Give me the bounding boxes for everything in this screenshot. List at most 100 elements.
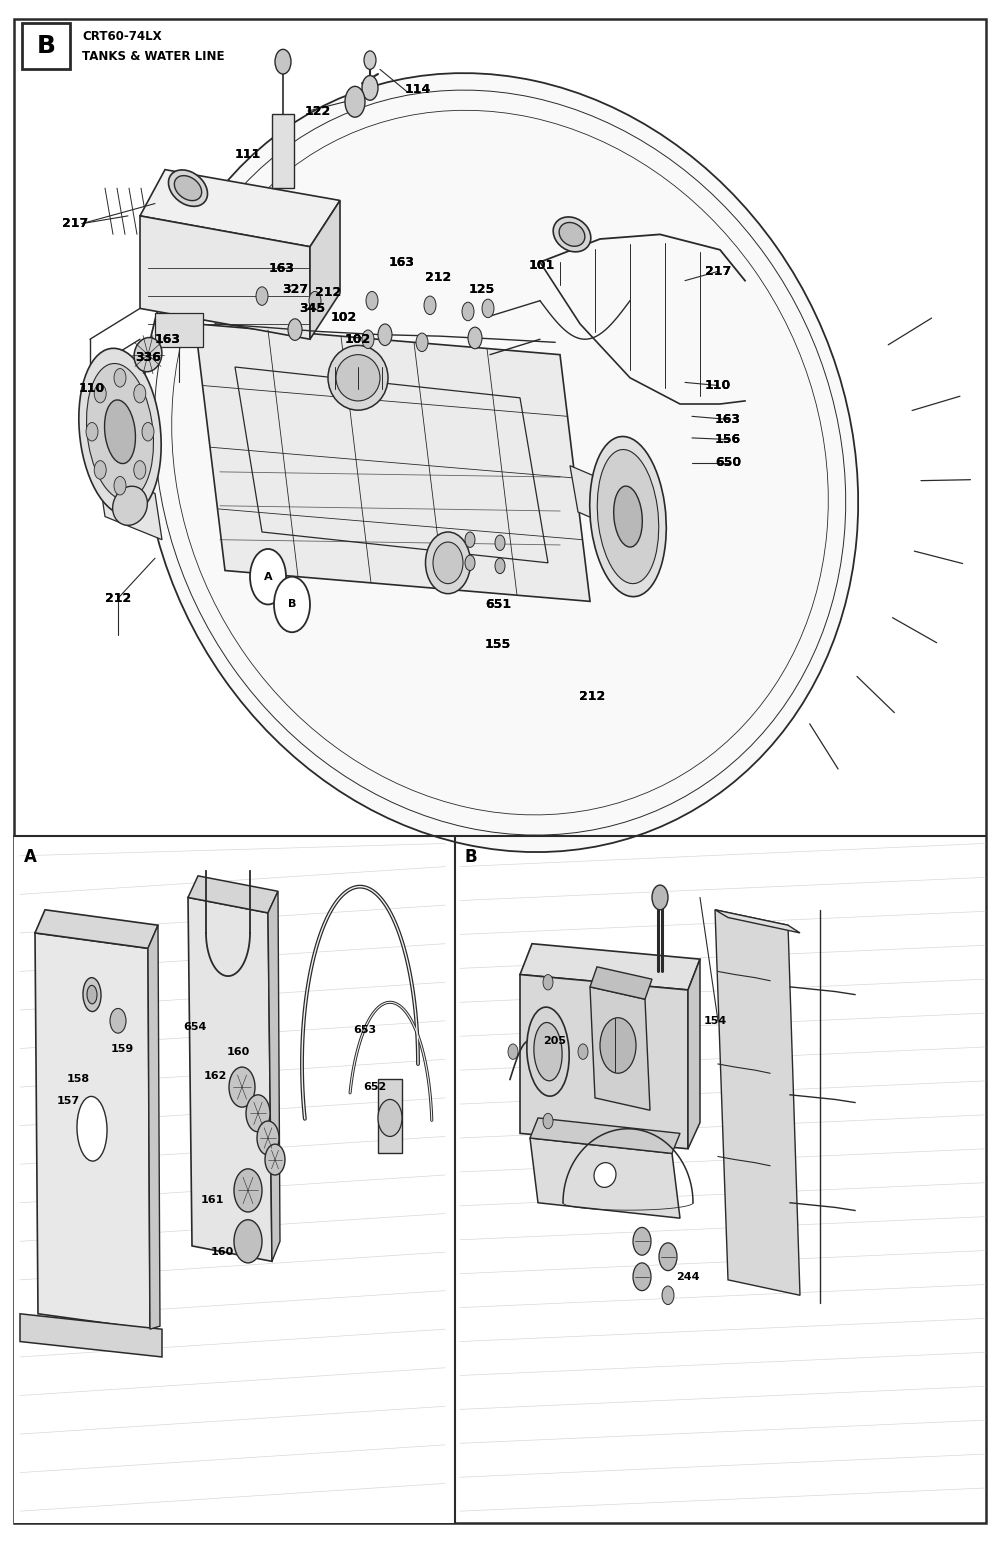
Ellipse shape: [527, 1007, 569, 1096]
Bar: [22, 23, 70, 69]
Text: 163: 163: [155, 333, 181, 345]
Polygon shape: [188, 897, 272, 1261]
Polygon shape: [188, 876, 278, 913]
Text: 217: 217: [705, 265, 731, 278]
Text: A: A: [24, 848, 37, 867]
Text: 212: 212: [425, 271, 451, 284]
Text: 111: 111: [235, 148, 261, 160]
Text: 160: 160: [226, 1047, 250, 1056]
Circle shape: [543, 975, 553, 990]
Text: 212: 212: [315, 287, 341, 299]
Circle shape: [250, 549, 286, 604]
Circle shape: [462, 302, 474, 321]
Circle shape: [288, 319, 302, 341]
Ellipse shape: [174, 176, 202, 200]
Circle shape: [652, 885, 668, 910]
Polygon shape: [520, 975, 688, 1149]
Ellipse shape: [113, 486, 147, 526]
Polygon shape: [688, 959, 700, 1149]
Text: 155: 155: [485, 638, 511, 651]
Text: 157: 157: [56, 1096, 80, 1106]
Text: 217: 217: [62, 217, 88, 230]
Circle shape: [265, 1144, 285, 1175]
Text: 163: 163: [269, 262, 295, 274]
Polygon shape: [590, 987, 650, 1110]
Circle shape: [578, 1044, 588, 1059]
Circle shape: [465, 532, 475, 547]
Text: 102: 102: [345, 333, 371, 345]
Ellipse shape: [87, 364, 153, 500]
Polygon shape: [715, 910, 800, 933]
Text: 114: 114: [405, 83, 431, 96]
Ellipse shape: [168, 170, 208, 207]
Text: 651: 651: [485, 598, 511, 611]
Text: 156: 156: [715, 433, 741, 446]
Ellipse shape: [105, 399, 135, 464]
Circle shape: [378, 324, 392, 345]
Text: B: B: [36, 34, 56, 59]
Text: 163: 163: [269, 262, 295, 274]
Polygon shape: [35, 933, 150, 1329]
Ellipse shape: [134, 338, 162, 372]
Text: 101: 101: [529, 259, 555, 271]
Circle shape: [229, 1067, 255, 1107]
Text: 101: 101: [529, 259, 555, 271]
Text: 336: 336: [135, 352, 161, 364]
Polygon shape: [310, 200, 340, 339]
Text: 212: 212: [315, 287, 341, 299]
Circle shape: [416, 333, 428, 352]
Text: 155: 155: [485, 638, 511, 651]
Text: 102: 102: [331, 311, 357, 324]
Polygon shape: [268, 891, 280, 1261]
Text: 159: 159: [110, 1044, 134, 1053]
Bar: [272, 114, 294, 188]
Circle shape: [234, 1169, 262, 1212]
Circle shape: [309, 291, 321, 310]
Ellipse shape: [534, 1022, 562, 1081]
Text: 110: 110: [705, 379, 731, 392]
Text: 345: 345: [299, 302, 325, 315]
Ellipse shape: [590, 436, 666, 597]
Text: 336: 336: [135, 352, 161, 364]
Ellipse shape: [614, 486, 642, 547]
Polygon shape: [530, 1138, 680, 1218]
Text: 205: 205: [544, 1036, 566, 1045]
Circle shape: [364, 51, 376, 69]
Polygon shape: [98, 470, 162, 540]
Text: 212: 212: [579, 691, 605, 703]
Text: 163: 163: [715, 413, 741, 426]
Polygon shape: [148, 925, 160, 1329]
Ellipse shape: [87, 985, 97, 1004]
Text: 653: 653: [353, 1025, 377, 1035]
Text: 122: 122: [305, 105, 331, 117]
Text: 327: 327: [282, 284, 308, 296]
Ellipse shape: [142, 72, 858, 853]
Text: 212: 212: [105, 592, 131, 604]
Circle shape: [495, 558, 505, 574]
Ellipse shape: [77, 1096, 107, 1161]
Circle shape: [134, 461, 146, 480]
Circle shape: [424, 296, 436, 315]
Ellipse shape: [597, 450, 659, 583]
Circle shape: [256, 287, 268, 305]
Text: 652: 652: [363, 1082, 387, 1092]
Text: 125: 125: [469, 284, 495, 296]
Circle shape: [86, 423, 98, 441]
Bar: [14, 836, 455, 1523]
Text: 110: 110: [79, 382, 105, 395]
Circle shape: [482, 299, 494, 318]
Text: 212: 212: [425, 271, 451, 284]
Ellipse shape: [433, 543, 463, 584]
Text: 212: 212: [105, 592, 131, 604]
Circle shape: [366, 291, 378, 310]
Circle shape: [257, 1121, 279, 1155]
Circle shape: [659, 1243, 677, 1271]
Text: 654: 654: [183, 1022, 207, 1032]
Circle shape: [234, 1220, 262, 1263]
Circle shape: [508, 1044, 518, 1059]
Polygon shape: [195, 324, 590, 601]
Circle shape: [94, 384, 106, 402]
Circle shape: [600, 1018, 636, 1073]
Text: B: B: [465, 848, 478, 867]
Circle shape: [362, 330, 374, 348]
